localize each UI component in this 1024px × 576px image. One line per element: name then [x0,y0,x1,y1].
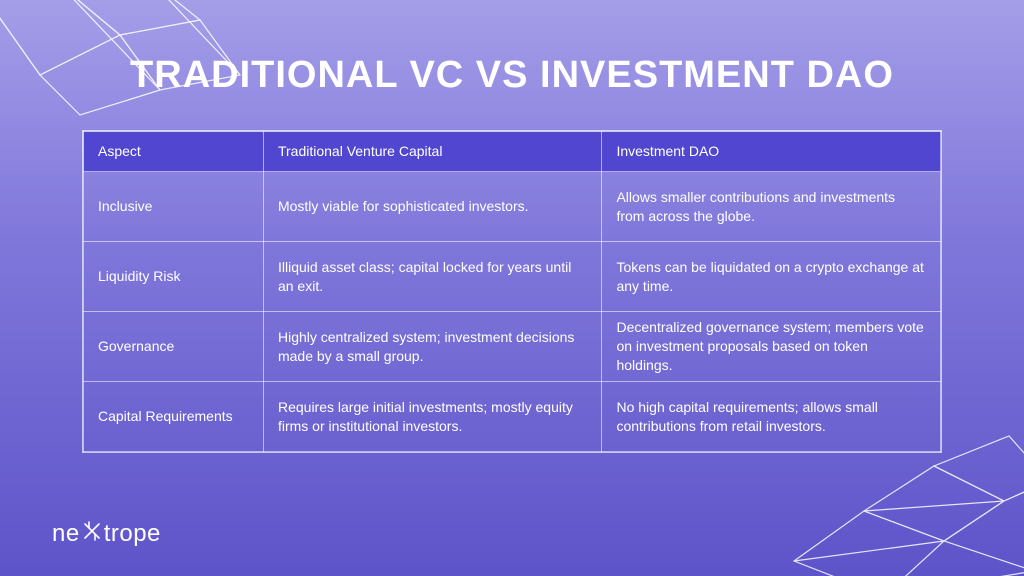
page-title: TRADITIONAL VC VS INVESTMENT DAO [0,54,1024,97]
header-aspect: Aspect [84,132,264,172]
cell-aspect: Capital Requirements [84,382,264,452]
brand-logo: ne trope [52,519,161,548]
table-row: Capital Requirements Requires large init… [84,382,941,452]
cell-aspect: Governance [84,312,264,382]
cell-aspect: Liquidity Risk [84,242,264,312]
logo-part2: trope [104,520,161,548]
cell-traditional: Mostly viable for sophisticated investor… [263,172,602,242]
logo-part1: ne [52,520,80,548]
cell-aspect: Inclusive [84,172,264,242]
table-header-row: Aspect Traditional Venture Capital Inves… [84,132,941,172]
cell-dao: Decentralized governance system; members… [602,312,941,382]
table-row: Liquidity Risk Illiquid asset class; cap… [84,242,941,312]
cell-traditional: Highly centralized system; investment de… [263,312,602,382]
table-row: Governance Highly centralized system; in… [84,312,941,382]
comparison-table: Aspect Traditional Venture Capital Inves… [82,130,942,453]
cell-traditional: Requires large initial investments; most… [263,382,602,452]
table-row: Inclusive Mostly viable for sophisticate… [84,172,941,242]
cell-traditional: Illiquid asset class; capital locked for… [263,242,602,312]
cell-dao: Tokens can be liquidated on a crypto exc… [602,242,941,312]
cell-dao: No high capital requirements; allows sma… [602,382,941,452]
cell-dao: Allows smaller contributions and investm… [602,172,941,242]
logo-x-icon [81,520,103,549]
header-traditional: Traditional Venture Capital [263,132,602,172]
header-dao: Investment DAO [602,132,941,172]
